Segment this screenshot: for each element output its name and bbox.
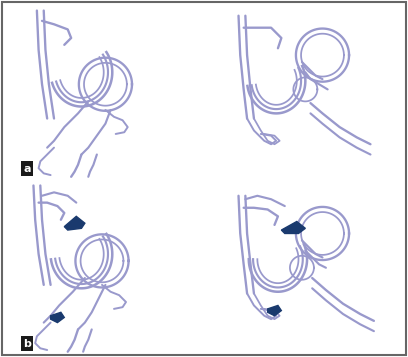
Text: b: b	[23, 338, 31, 348]
Polygon shape	[64, 216, 85, 230]
Polygon shape	[51, 312, 64, 323]
Polygon shape	[268, 306, 282, 316]
Polygon shape	[282, 221, 305, 233]
Text: a: a	[23, 164, 31, 174]
